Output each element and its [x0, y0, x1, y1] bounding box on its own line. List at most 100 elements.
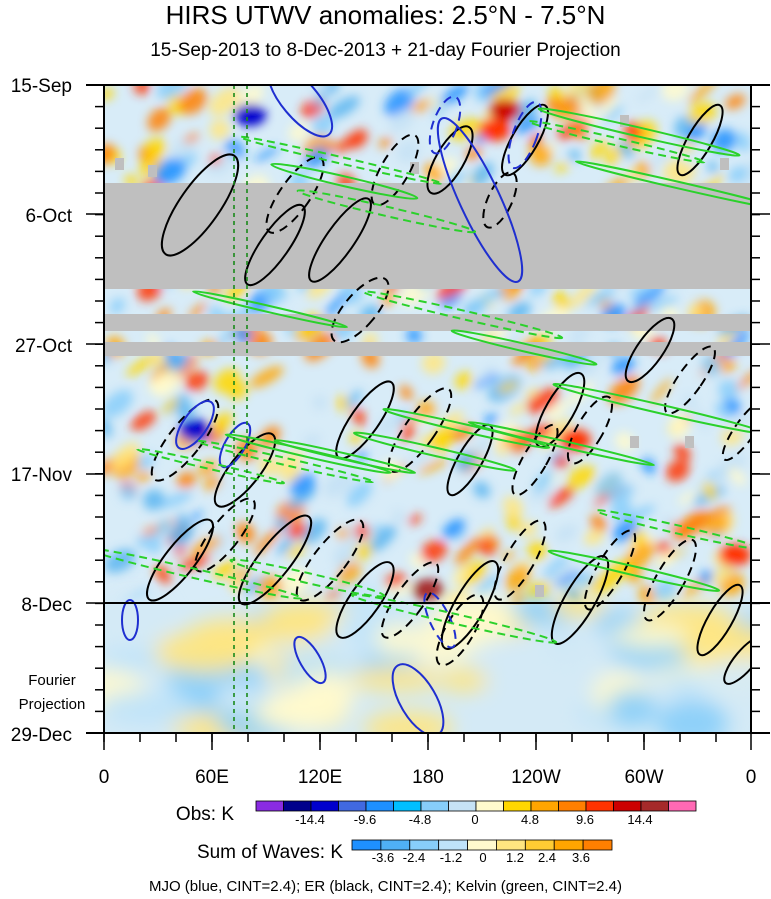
anomaly-patch: [495, 288, 506, 297]
mjo-contour: [423, 591, 457, 649]
anomaly-patch: [714, 452, 746, 482]
projection-patch: [607, 690, 658, 727]
anomaly-patch: [312, 114, 334, 136]
anomaly-patch: [665, 459, 690, 482]
anomaly-patch: [554, 454, 569, 469]
anomaly-patch: [729, 411, 751, 433]
waves-colorbar-tick: -2.4: [403, 850, 425, 865]
projection-patch: [104, 593, 168, 639]
obs-colorbar-tick: 4.8: [521, 812, 539, 827]
projection-patch: [363, 711, 454, 733]
anomaly-patch: [455, 537, 481, 565]
obs-colorbar-swatch: [393, 800, 422, 812]
x-tick-label: 60W: [624, 767, 663, 788]
anomaly-peak: [719, 544, 751, 566]
projection-patch: [656, 699, 728, 733]
er-contour: [370, 133, 420, 207]
obs-colorbar-swatch: [310, 800, 339, 812]
mjo-contour: [428, 95, 462, 155]
mjo-contour: [293, 635, 327, 685]
anomaly-patch: [449, 118, 484, 141]
anomaly-patch: [735, 131, 751, 152]
anomaly-patch: [147, 107, 171, 132]
anomaly-patch: [712, 562, 734, 585]
anomaly-patch: [470, 288, 496, 317]
er-contour: [624, 316, 676, 384]
kelvin-contour: [273, 439, 417, 475]
kelvin-contour: [382, 407, 551, 449]
er-contour: [330, 276, 390, 344]
anomaly-patch: [449, 568, 471, 585]
anomaly-patch: [471, 162, 494, 187]
anomaly-patch: [109, 298, 125, 314]
anomaly-patch: [151, 370, 181, 397]
anomaly-patch: [133, 85, 150, 95]
obs-colorbar-tick: 14.4: [627, 812, 652, 827]
anomaly-patch: [407, 514, 422, 525]
y-tick-label: 29-Dec: [11, 725, 72, 746]
projection-patch: [155, 630, 255, 674]
anomaly-patch: [176, 471, 196, 489]
obs-colorbar-swatch: [503, 800, 532, 812]
anomaly-patch: [179, 553, 211, 571]
kelvin-contour: [537, 107, 741, 157]
er-contour: [295, 518, 365, 602]
waves-colorbar-tick: -3.6: [372, 850, 394, 865]
anomaly-patch: [554, 162, 570, 173]
anomaly-patch: [474, 574, 499, 597]
obs-colorbar-swatch: [283, 800, 312, 812]
obs-colorbar-tick: 0: [471, 812, 478, 827]
anomaly-field: [104, 85, 751, 733]
anomaly-patch: [150, 364, 170, 383]
waves-colorbar-swatch: [351, 839, 382, 851]
anomaly-patch: [526, 388, 560, 414]
anomaly-patch: [509, 402, 526, 416]
anomaly-patch: [417, 459, 449, 474]
anomaly-patch: [683, 394, 698, 410]
anomaly-patch: [178, 403, 195, 420]
obs-colorbar-swatch: [613, 800, 642, 812]
anomaly-patch: [421, 352, 446, 374]
anomaly-patch: [213, 151, 235, 176]
projection-patch: [375, 622, 417, 657]
anomaly-patch: [568, 149, 581, 162]
waves-colorbar-label: Sum of Waves: K: [197, 842, 343, 863]
obs-colorbar-swatch: [668, 800, 697, 812]
anomaly-patch: [704, 516, 731, 536]
anomaly-patch: [554, 571, 581, 587]
anomaly-patch: [678, 491, 699, 505]
anomaly-patch: [104, 87, 114, 101]
waves-colorbar-swatch: [467, 839, 497, 851]
anomaly-patch: [209, 87, 241, 116]
anomaly-patch: [346, 481, 373, 507]
anomaly-patch: [607, 484, 633, 503]
obs-colorbar-swatch: [585, 800, 614, 812]
anomaly-patch: [484, 534, 500, 549]
chart-subtitle: 15-Sep-2013 to 8-Dec-2013 + 21-day Fouri…: [150, 40, 621, 61]
anomaly-patch: [599, 96, 619, 118]
obs-colorbar-swatch: [558, 800, 587, 812]
kelvin-contour: [595, 509, 751, 550]
anomaly-patch: [724, 397, 741, 415]
kelvin-contour: [192, 290, 348, 329]
projection-label-line2: Projection: [19, 696, 86, 713]
waves-colorbar-swatch: [496, 839, 526, 851]
er-contour: [583, 529, 637, 611]
anomaly-patch: [612, 519, 638, 541]
anomaly-patch: [289, 473, 316, 496]
anomaly-patch: [396, 139, 420, 164]
waves-colorbar-swatch: [582, 839, 613, 851]
kelvin-contour: [350, 593, 558, 644]
anomaly-patch: [323, 140, 338, 153]
waves-colorbar: [351, 839, 613, 851]
anomaly-peak: [489, 99, 521, 121]
anomaly-patch: [137, 454, 155, 470]
anomaly-patch: [400, 413, 421, 430]
anomaly-patch: [529, 489, 554, 502]
anomaly-patch: [670, 521, 691, 542]
anomaly-patch: [623, 541, 655, 571]
contour-caption: MJO (blue, CINT=2.4); ER (black, CINT=2.…: [148, 878, 623, 895]
missing-data-pixel: [630, 436, 639, 448]
anomaly-patch: [162, 398, 179, 414]
